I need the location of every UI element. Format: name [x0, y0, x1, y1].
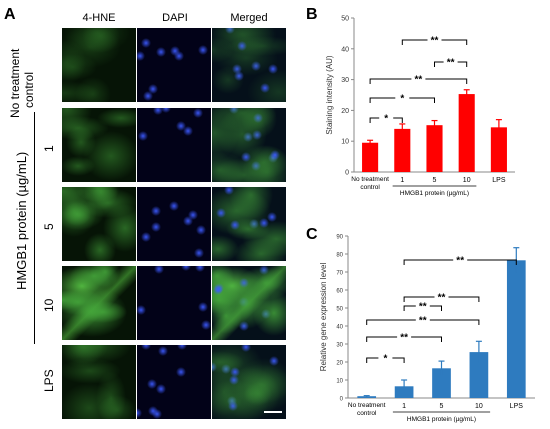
chart-c-sig-bg — [415, 302, 430, 310]
chart-c-sig-bg — [453, 256, 468, 264]
chart-b-xtick-label: LPS — [492, 177, 506, 184]
chart-c-sig-label: ** — [438, 293, 446, 304]
chart-c-xtick-label: control — [357, 410, 377, 417]
micrograph-merged-row-4 — [212, 345, 286, 419]
chart-c-xtick-label: LPS — [510, 403, 524, 410]
chart-c-ytick-label: 80 — [336, 253, 343, 259]
row-label-1: 1 — [42, 145, 56, 152]
micrograph-merged-row-1 — [212, 108, 286, 182]
chart-c-bar — [469, 352, 489, 398]
chart-c-ytick-label: 30 — [336, 343, 343, 349]
panel-b-label: B — [306, 6, 318, 23]
chart-c-xtick-label: 5 — [440, 403, 444, 410]
chart-b-bar — [394, 128, 411, 172]
chart-b-sig-label: ** — [431, 36, 439, 47]
chart-b-xtick-label: 1 — [400, 177, 404, 184]
chart-b-ytick-label: 0 — [345, 170, 349, 177]
chart-b-bar — [458, 94, 475, 172]
row-label-control-line2: control — [22, 71, 36, 108]
chart-c-sig-label: ** — [419, 316, 427, 327]
micrograph-blue-row-4 — [137, 345, 211, 419]
chart-b-sig-bg — [427, 36, 442, 44]
chart-b-ylabel: Staining intensity (AU) — [325, 55, 334, 134]
chart-c-sig-label: ** — [456, 256, 464, 267]
panel-a-label: A — [4, 6, 16, 23]
chart-c-sig-bg — [378, 354, 393, 362]
chart-b-sig-label: ** — [415, 75, 423, 86]
chart-b-sig-bg — [443, 58, 458, 66]
scale-bar — [264, 411, 282, 413]
chart-c-ytick-label: 0 — [340, 397, 344, 403]
chart-c-xtick-label: 1 — [402, 403, 406, 410]
chart-b-sig-label: * — [400, 94, 404, 105]
chart-b-bar — [426, 125, 443, 172]
chart-b-xtick-label: 5 — [433, 177, 437, 184]
row-label-group: HMGB1 protein (µg/mL) — [14, 151, 29, 290]
row-label-control-line1: No treatment — [8, 48, 22, 118]
chart-c-bar — [506, 260, 526, 398]
chart-c-sig-bg — [434, 293, 449, 301]
chart-b-bar — [362, 142, 379, 172]
column-header-dapi: DAPI — [162, 12, 188, 24]
micrograph-blue-row-1 — [137, 108, 211, 182]
chart-b-ytick-label: 20 — [341, 108, 349, 115]
micrograph-blue-row-2 — [137, 187, 211, 261]
chart-b-xtick-label: control — [360, 184, 380, 191]
chart-c: 0 10 20 30 40 50 60 70 80 90 Relative gene express… — [319, 235, 535, 423]
chart-b-xtick-label: 10 — [463, 177, 471, 184]
chart-b-bar — [490, 127, 507, 172]
row-label-10: 10 — [42, 298, 56, 312]
chart-b: 0 10 20 30 40 50 Staining intensity (AU) No tre… — [325, 16, 515, 197]
chart-c-ylabel: Relative gene expression level — [319, 263, 328, 372]
micrograph-green-row-0 — [62, 28, 136, 102]
chart-b-sig-label: * — [384, 114, 388, 125]
chart-c-bar — [432, 368, 451, 398]
chart-c-sig-label: * — [383, 354, 387, 365]
chart-b-sig-bg — [411, 75, 426, 83]
chart-b-sig-bg — [379, 114, 394, 122]
chart-c-ytick-label: 40 — [336, 325, 343, 331]
chart-c-ytick-label: 50 — [336, 307, 343, 313]
row-group-divider — [34, 112, 35, 344]
chart-c-sig-label: ** — [419, 302, 427, 313]
chart-b-ytick-label: 30 — [341, 77, 349, 84]
chart-c-xtick-label: 10 — [475, 403, 483, 410]
micrograph-merged-row-2 — [212, 187, 286, 261]
column-header-merged: Merged — [230, 12, 268, 24]
chart-b-ytick-label: 40 — [341, 46, 349, 53]
chart-b-ytick-label: 50 — [341, 16, 349, 23]
chart-b-group-label: HMGB1 protein (µg/mL) — [400, 190, 469, 197]
micrograph-blue-row-3 — [137, 266, 211, 340]
chart-b-xtick-label: No treatment — [351, 176, 389, 183]
chart-c-ytick-label: 90 — [336, 235, 343, 241]
chart-c-sig-label: ** — [400, 333, 408, 344]
chart-c-sig-bg — [415, 316, 430, 324]
row-label-lps: LPS — [42, 369, 56, 392]
column-header-4hne: 4-HNE — [82, 12, 116, 24]
micrograph-green-row-1 — [62, 108, 136, 182]
chart-c-bar — [357, 396, 377, 398]
micrograph-blue-row-0 — [137, 28, 211, 102]
chart-c-ytick-label: 20 — [336, 361, 343, 367]
micrograph-merged-row-3 — [212, 266, 286, 340]
panel-c-label: C — [306, 226, 318, 243]
chart-c-ytick-label: 60 — [336, 289, 343, 295]
chart-b-sig-bg — [395, 94, 410, 102]
row-label-5: 5 — [42, 223, 56, 230]
chart-c-ytick-label: 70 — [336, 271, 343, 277]
micrograph-green-row-3 — [62, 266, 136, 340]
chart-c-group-label: HMGB1 protein (µg/mL) — [407, 416, 476, 423]
micrograph-merged-row-0 — [212, 28, 286, 102]
chart-c-ytick-label: 10 — [336, 379, 343, 385]
micrograph-green-row-2 — [62, 187, 136, 261]
micrograph-green-row-4 — [62, 345, 136, 419]
chart-b-ytick-label: 10 — [341, 139, 349, 146]
chart-c-xtick-label: No treatment — [348, 402, 386, 409]
chart-c-sig-bg — [397, 333, 412, 341]
chart-b-sig-label: ** — [447, 58, 455, 69]
row-label-control: No treatment control — [8, 49, 36, 118]
